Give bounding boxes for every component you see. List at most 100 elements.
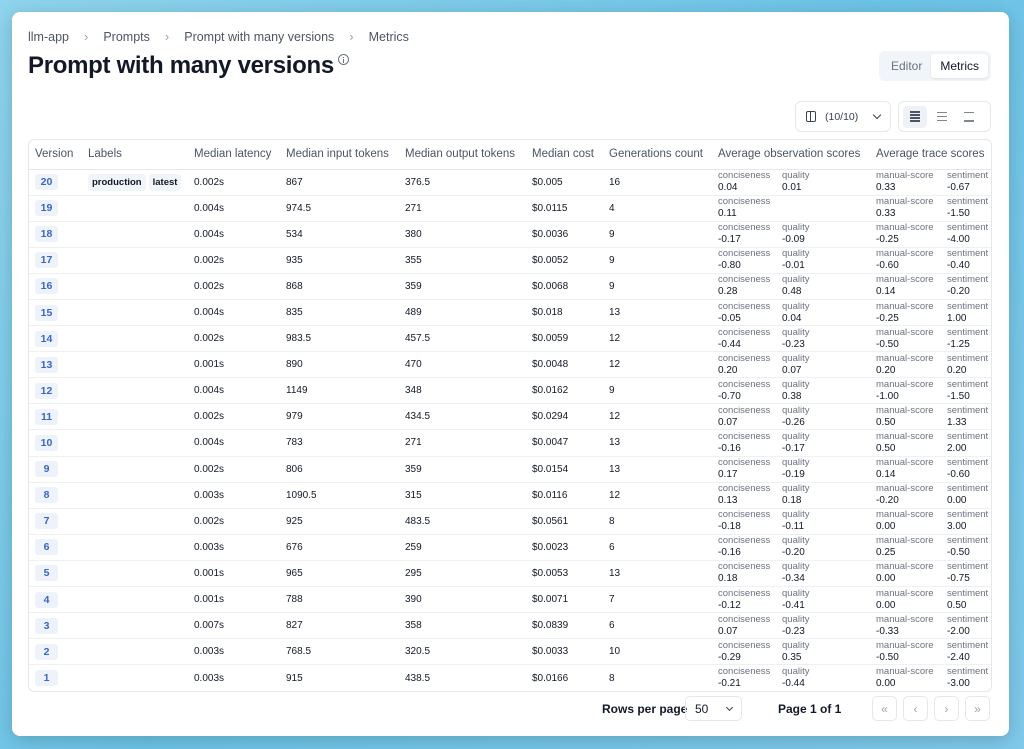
header-generations-count[interactable]: Generations count	[603, 140, 712, 170]
version-link[interactable]: 9	[35, 461, 58, 478]
cell-median-output-tokens: 380	[399, 221, 526, 248]
table-row[interactable]: 14 0.002s 983.5 457.5 $0.0059 12 conciseness -0…	[29, 325, 991, 353]
score-group: conciseness 0.28 quality 0.48	[718, 274, 870, 298]
version-link[interactable]: 17	[35, 252, 58, 269]
table-row[interactable]: 13 0.001s 890 470 $0.0048 12 conciseness 0.20 qu…	[29, 351, 991, 379]
version-link[interactable]: 18	[35, 226, 58, 243]
cell-avg-observation-scores: conciseness 0.17 quality -0.19	[712, 456, 870, 483]
cell-avg-trace-scores: manual-score 0.50 sentiment 1.33	[870, 403, 991, 431]
density-normal-button[interactable]	[930, 106, 954, 128]
metrics-table-container[interactable]: Version Labels Median latency Median inp…	[28, 139, 992, 692]
version-link[interactable]: 4	[35, 591, 58, 608]
cell-avg-observation-scores: conciseness -0.12 quality -0.41	[712, 586, 870, 614]
cell-avg-trace-scores: manual-score -1.00 sentiment -1.50	[870, 377, 991, 405]
table-row[interactable]: 16 0.002s 868 359 $0.0068 9 conciseness 0.28 qua…	[29, 273, 991, 300]
table-row[interactable]: 1 0.003s 915 438.5 $0.0166 8 conciseness -0.21 q…	[29, 665, 991, 691]
version-link[interactable]: 20	[35, 174, 58, 191]
score-group: manual-score -0.50 sentiment -1.25	[876, 327, 991, 351]
version-link[interactable]: 16	[35, 278, 58, 295]
score-item: conciseness 0.13	[718, 483, 782, 507]
score-item: conciseness -0.05	[718, 301, 782, 325]
table-row[interactable]: 7 0.002s 925 483.5 $0.0561 8 conciseness -0.18 q…	[29, 508, 991, 535]
cell-version: 7	[29, 508, 82, 535]
score-name: conciseness	[718, 378, 771, 390]
table-row[interactable]: 10 0.004s 783 271 $0.0047 13 conciseness -0.16 q…	[29, 429, 991, 457]
version-link[interactable]: 19	[35, 200, 58, 217]
version-link[interactable]: 15	[35, 304, 58, 321]
header-median-output-tokens[interactable]: Median output tokens	[399, 140, 526, 170]
version-link[interactable]: 5	[35, 565, 58, 582]
cell-avg-observation-scores: conciseness -0.18 quality -0.11	[712, 508, 870, 535]
version-link[interactable]: 8	[35, 487, 58, 504]
cell-avg-trace-scores: manual-score -0.25 sentiment 1.00	[870, 299, 991, 327]
version-link[interactable]: 10	[35, 434, 58, 451]
tab-metrics[interactable]: Metrics	[931, 54, 988, 78]
cell-avg-trace-scores: manual-score -0.50 sentiment -1.25	[870, 325, 991, 353]
cell-generations-count: 13	[603, 456, 712, 483]
chevron-down-icon	[725, 703, 734, 711]
density-compact-button[interactable]	[903, 105, 927, 128]
table-row[interactable]: 4 0.001s 788 390 $0.0071 7 conciseness -0.12 qua…	[29, 586, 991, 614]
table-row[interactable]: 12 0.004s 1149 348 $0.0162 9 conciseness -0.70 q…	[29, 377, 991, 405]
table-row[interactable]: 3 0.007s 827 358 $0.0839 6 conciseness 0.07 qual…	[29, 612, 991, 640]
breadcrumb-item-prompts[interactable]: Prompts	[103, 29, 150, 44]
score-item: conciseness 0.28	[718, 274, 782, 298]
header-median-input-tokens[interactable]: Median input tokens	[280, 140, 399, 170]
table-row[interactable]: 6 0.003s 676 259 $0.0023 6 conciseness -0.16 qua…	[29, 534, 991, 561]
last-page-button[interactable]: »	[965, 696, 990, 721]
header-avg-trace-scores[interactable]: Average trace scores	[870, 140, 991, 170]
version-link[interactable]: 11	[35, 408, 58, 425]
prev-page-button[interactable]: ‹	[903, 696, 928, 721]
version-link[interactable]: 13	[35, 356, 58, 373]
cell-version: 3	[29, 612, 82, 640]
score-value: 0.25	[876, 547, 896, 559]
cell-median-output-tokens: 295	[399, 560, 526, 588]
version-link[interactable]: 1	[35, 670, 58, 687]
version-link[interactable]: 14	[35, 330, 58, 347]
score-value: -0.67	[947, 182, 970, 194]
score-item: quality -0.09	[782, 222, 846, 246]
version-link[interactable]: 7	[35, 513, 58, 530]
chevron-down-icon	[872, 110, 882, 119]
cell-median-cost: $0.0033	[526, 638, 603, 666]
table-row[interactable]: 2 0.003s 768.5 320.5 $0.0033 10 conciseness -0.…	[29, 638, 991, 666]
columns-toggle-button[interactable]: (10/10)	[795, 101, 891, 132]
version-link[interactable]: 2	[35, 643, 58, 660]
version-link[interactable]: 3	[35, 617, 58, 634]
table-row[interactable]: 20 production latest 0.002s 867 376.5 $0.005 16…	[29, 169, 991, 196]
score-item: conciseness 0.07	[718, 405, 782, 429]
cell-median-latency: 0.003s	[188, 482, 280, 509]
cell-avg-trace-scores: manual-score 0.50 sentiment 2.00	[870, 429, 991, 457]
table-row[interactable]: 19 0.004s 974.5 271 $0.0115 4 conciseness 0.11 m…	[29, 195, 991, 222]
breadcrumb-item-project[interactable]: llm-app	[28, 29, 69, 44]
score-name: manual-score	[876, 378, 934, 390]
header-version[interactable]: Version	[29, 140, 82, 170]
density-spacious-button[interactable]	[957, 106, 981, 128]
header-median-cost[interactable]: Median cost	[526, 140, 603, 170]
score-value: -0.16	[718, 547, 741, 559]
version-link[interactable]: 6	[35, 539, 58, 556]
score-value: 0.18	[718, 573, 738, 585]
score-value: -0.19	[782, 469, 805, 481]
header-avg-observation-scores[interactable]: Average observation scores	[712, 140, 870, 170]
score-group: manual-score -0.33 sentiment -2.00	[876, 614, 991, 638]
table-row[interactable]: 17 0.002s 935 355 $0.0052 9 conciseness -0.80 qu…	[29, 247, 991, 274]
table-row[interactable]: 11 0.002s 979 434.5 $0.0294 12 conciseness 0.07…	[29, 403, 991, 431]
breadcrumb-item-prompt[interactable]: Prompt with many versions	[184, 29, 335, 44]
next-page-button[interactable]: ›	[934, 696, 959, 721]
cell-median-latency: 0.004s	[188, 221, 280, 248]
header-labels[interactable]: Labels	[82, 140, 188, 170]
table-row[interactable]: 18 0.004s 534 380 $0.0036 9 conciseness -0.17 qu…	[29, 221, 991, 248]
cell-avg-observation-scores: conciseness -0.16 quality -0.17	[712, 429, 870, 457]
info-icon[interactable]	[337, 54, 349, 65]
table-row[interactable]: 5 0.001s 965 295 $0.0053 13 conciseness 0.18 qua…	[29, 560, 991, 588]
first-page-button[interactable]: «	[872, 696, 897, 721]
version-link[interactable]: 12	[35, 382, 58, 399]
table-row[interactable]: 9 0.002s 806 359 $0.0154 13 conciseness 0.17 qua…	[29, 456, 991, 483]
rows-per-page-select[interactable]: 50	[685, 696, 742, 721]
header-median-latency[interactable]: Median latency	[188, 140, 280, 170]
table-row[interactable]: 15 0.004s 835 489 $0.018 13 conciseness -0.05 qu…	[29, 299, 991, 327]
table-row[interactable]: 8 0.003s 1090.5 315 $0.0116 12 conciseness 0.13…	[29, 482, 991, 509]
score-value: -0.44	[782, 678, 805, 690]
tab-editor[interactable]: Editor	[890, 59, 923, 73]
